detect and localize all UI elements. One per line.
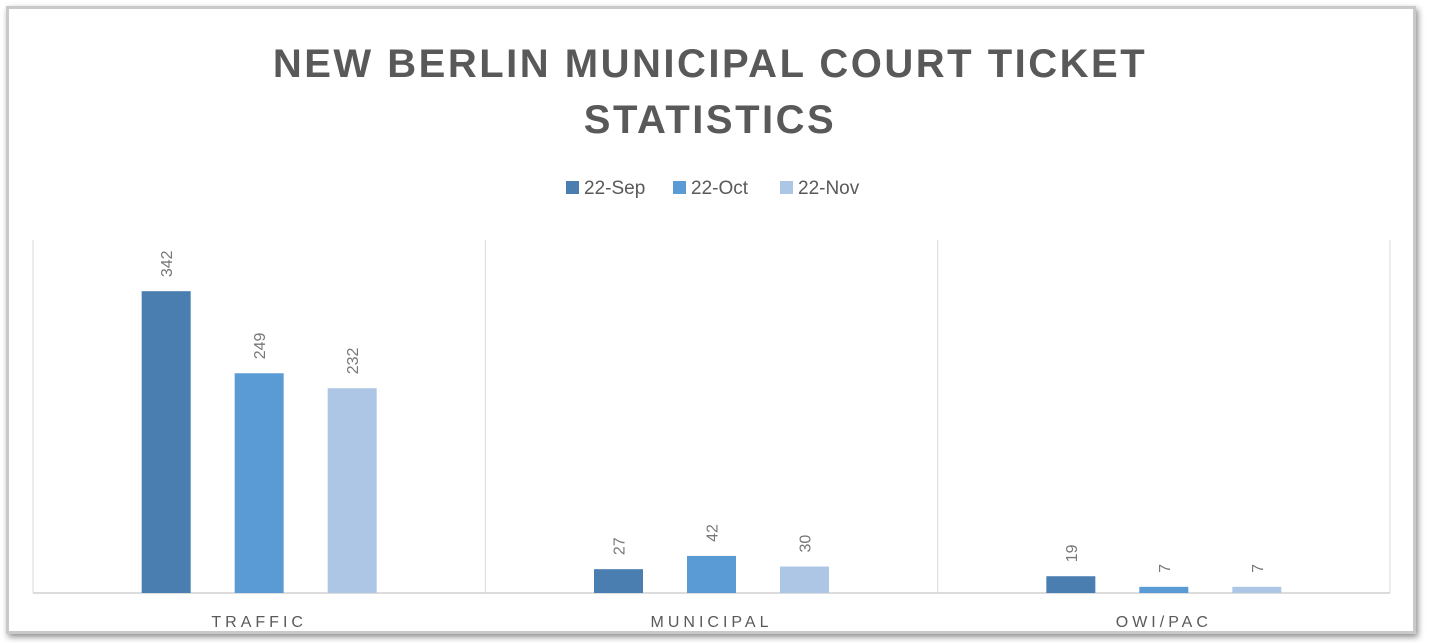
- legend-label: 22-Nov: [798, 178, 860, 199]
- data-label: 7: [1250, 564, 1267, 573]
- data-label: 342: [159, 250, 176, 277]
- legend-label: 22-Oct: [691, 178, 749, 199]
- bar: [780, 566, 829, 593]
- chart-title: NEW BERLIN MUNICIPAL COURT TICKET STATIS…: [272, 42, 1148, 142]
- bar: [687, 555, 736, 593]
- bar: [1139, 586, 1189, 593]
- x-tick-label: MUNICIPAL: [651, 614, 773, 631]
- legend-swatch: [673, 181, 686, 194]
- data-label: 19: [1064, 544, 1081, 562]
- data-label: 7: [1157, 564, 1174, 573]
- data-label: 42: [705, 524, 722, 542]
- bar: [1232, 586, 1282, 593]
- bar: [234, 373, 284, 593]
- bar: [327, 388, 377, 593]
- data-label: 27: [612, 537, 629, 555]
- legend-label: 22-Sep: [584, 178, 645, 199]
- data-label: 30: [798, 535, 815, 553]
- x-tick-label: OWI/PAC: [1116, 614, 1212, 631]
- bar: [141, 291, 191, 593]
- legend-swatch: [566, 181, 579, 194]
- legend-swatch: [780, 181, 793, 194]
- data-label: 232: [345, 347, 362, 374]
- data-label: 249: [252, 332, 269, 359]
- x-tick-label: TRAFFIC: [211, 614, 307, 631]
- bar: [1046, 576, 1096, 593]
- bar: [594, 569, 643, 593]
